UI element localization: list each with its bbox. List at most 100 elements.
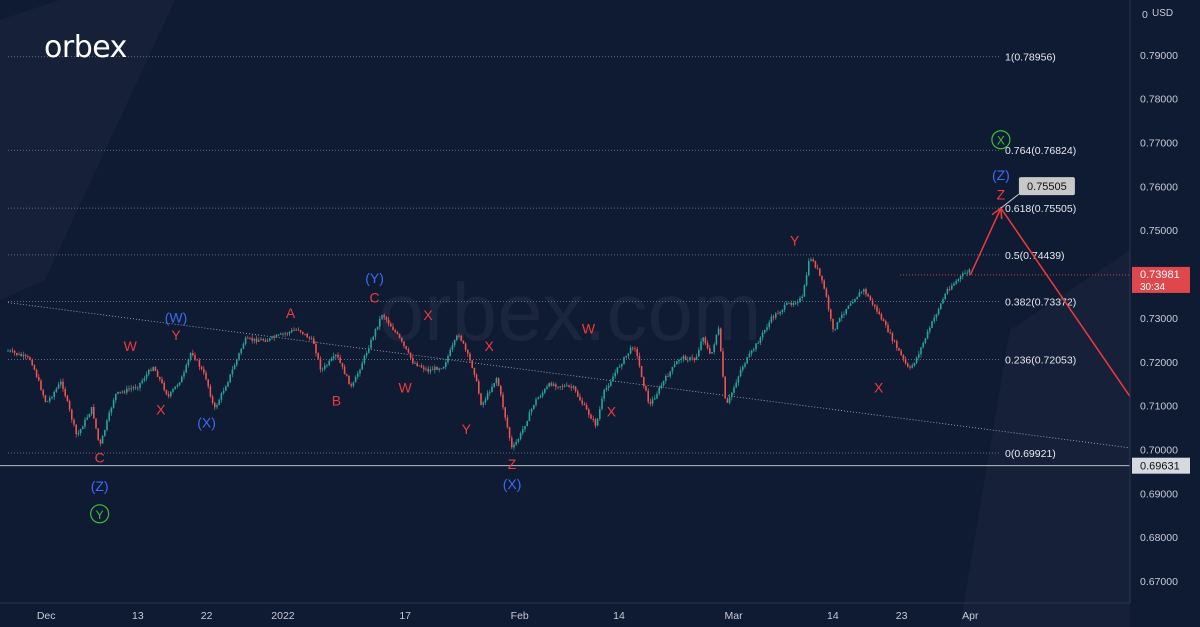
wave-label: Z xyxy=(997,187,1006,203)
candle-body xyxy=(843,313,845,315)
candle-body xyxy=(816,267,819,269)
candle-body xyxy=(178,382,181,385)
logo-text: orbex xyxy=(44,30,127,65)
candle-body xyxy=(183,372,185,377)
candle-body xyxy=(335,354,337,357)
candle-body xyxy=(385,317,388,320)
candle-body xyxy=(557,386,559,388)
candle-body xyxy=(35,369,38,378)
candle-body xyxy=(797,301,799,303)
candle-body xyxy=(216,405,218,408)
candle-body xyxy=(753,349,755,351)
candle-body xyxy=(904,358,907,364)
candle-body xyxy=(596,418,599,426)
candle-body xyxy=(159,377,161,380)
candle-body xyxy=(29,357,31,360)
candle-body xyxy=(379,318,381,327)
candle-body xyxy=(434,367,436,371)
candle-body xyxy=(95,418,97,429)
candle-body xyxy=(368,348,370,353)
candle-body xyxy=(618,366,621,368)
candle-body xyxy=(832,318,834,330)
candle-body xyxy=(665,376,667,381)
candle-body xyxy=(579,396,581,401)
candle-body xyxy=(394,330,396,333)
candle-body xyxy=(511,437,513,448)
candle-body xyxy=(277,334,280,336)
candle-body xyxy=(354,376,357,383)
candle-body xyxy=(493,383,495,387)
candle-body xyxy=(198,360,201,367)
candle-body xyxy=(295,329,297,331)
candle-body xyxy=(431,369,434,371)
candle-body xyxy=(251,338,253,341)
candle-body xyxy=(471,360,473,368)
candle-body xyxy=(97,428,99,440)
candle-body xyxy=(900,350,902,356)
candle-body xyxy=(724,376,726,399)
candle-body xyxy=(247,337,249,339)
candle-body xyxy=(33,365,36,370)
candle-body xyxy=(535,399,537,406)
candle-body xyxy=(420,365,423,368)
wave-label: A xyxy=(286,305,296,321)
candle-body xyxy=(20,353,22,357)
candle-body xyxy=(115,393,117,401)
candle-body xyxy=(889,332,891,334)
candle-body xyxy=(548,383,550,387)
candle-body xyxy=(625,355,627,358)
candle-body xyxy=(156,370,159,378)
price-tick: 0.68000 xyxy=(1140,532,1178,544)
candle-body xyxy=(449,349,451,357)
candle-body xyxy=(577,391,579,397)
candle-body xyxy=(196,359,198,361)
candle-body xyxy=(192,353,194,356)
time-tick: 22 xyxy=(201,610,213,622)
candle-body xyxy=(227,381,229,387)
candle-body xyxy=(599,409,601,419)
candle-body xyxy=(590,414,592,419)
candle-body xyxy=(552,384,555,386)
candle-body xyxy=(757,343,759,344)
candle-body xyxy=(376,326,379,330)
price-axis[interactable]: 0 USD 0.67000 0.68000 0.69000 0.70000 0.71000 0… xyxy=(1129,0,1200,627)
candle-body xyxy=(161,379,163,383)
candle-body xyxy=(16,353,18,355)
wave-label: (X) xyxy=(503,476,522,492)
candle-body xyxy=(319,358,322,370)
candle-body xyxy=(720,328,722,352)
candle-body xyxy=(489,391,491,393)
candle-body xyxy=(24,354,27,357)
candle-body xyxy=(482,402,484,405)
candle-body xyxy=(460,335,462,341)
candle-body xyxy=(764,329,766,333)
candle-body xyxy=(306,333,308,338)
price-tick: 0.75000 xyxy=(1140,225,1178,237)
wave-label: C xyxy=(95,450,105,466)
wave-label: X xyxy=(997,134,1005,148)
candle-body xyxy=(350,384,352,386)
candle-body xyxy=(907,363,909,367)
candle-body xyxy=(84,419,86,427)
candle-body xyxy=(766,327,768,330)
candle-body xyxy=(297,329,300,331)
price-tick: 0.67000 xyxy=(1140,576,1178,588)
candle-body xyxy=(370,339,372,349)
candle-body xyxy=(735,382,737,388)
candle-body xyxy=(189,353,192,360)
candle-body xyxy=(62,381,64,389)
candle-body xyxy=(185,365,187,373)
fib-label: 0.5(0.74439) xyxy=(1005,250,1065,262)
candle-body xyxy=(810,259,812,261)
candle-body xyxy=(733,387,735,393)
candle-body xyxy=(418,365,421,367)
time-axis[interactable]: Dec 13 22 2022 17 Feb 14 Mar 14 23 Apr xyxy=(0,602,1130,622)
candle-body xyxy=(799,297,801,302)
candle-body xyxy=(405,346,407,350)
candle-body xyxy=(374,329,377,337)
candle-body xyxy=(838,318,841,323)
candle-body xyxy=(515,442,517,445)
candle-body xyxy=(504,407,506,418)
fib-label: 0.764(0.76824) xyxy=(1005,145,1076,157)
